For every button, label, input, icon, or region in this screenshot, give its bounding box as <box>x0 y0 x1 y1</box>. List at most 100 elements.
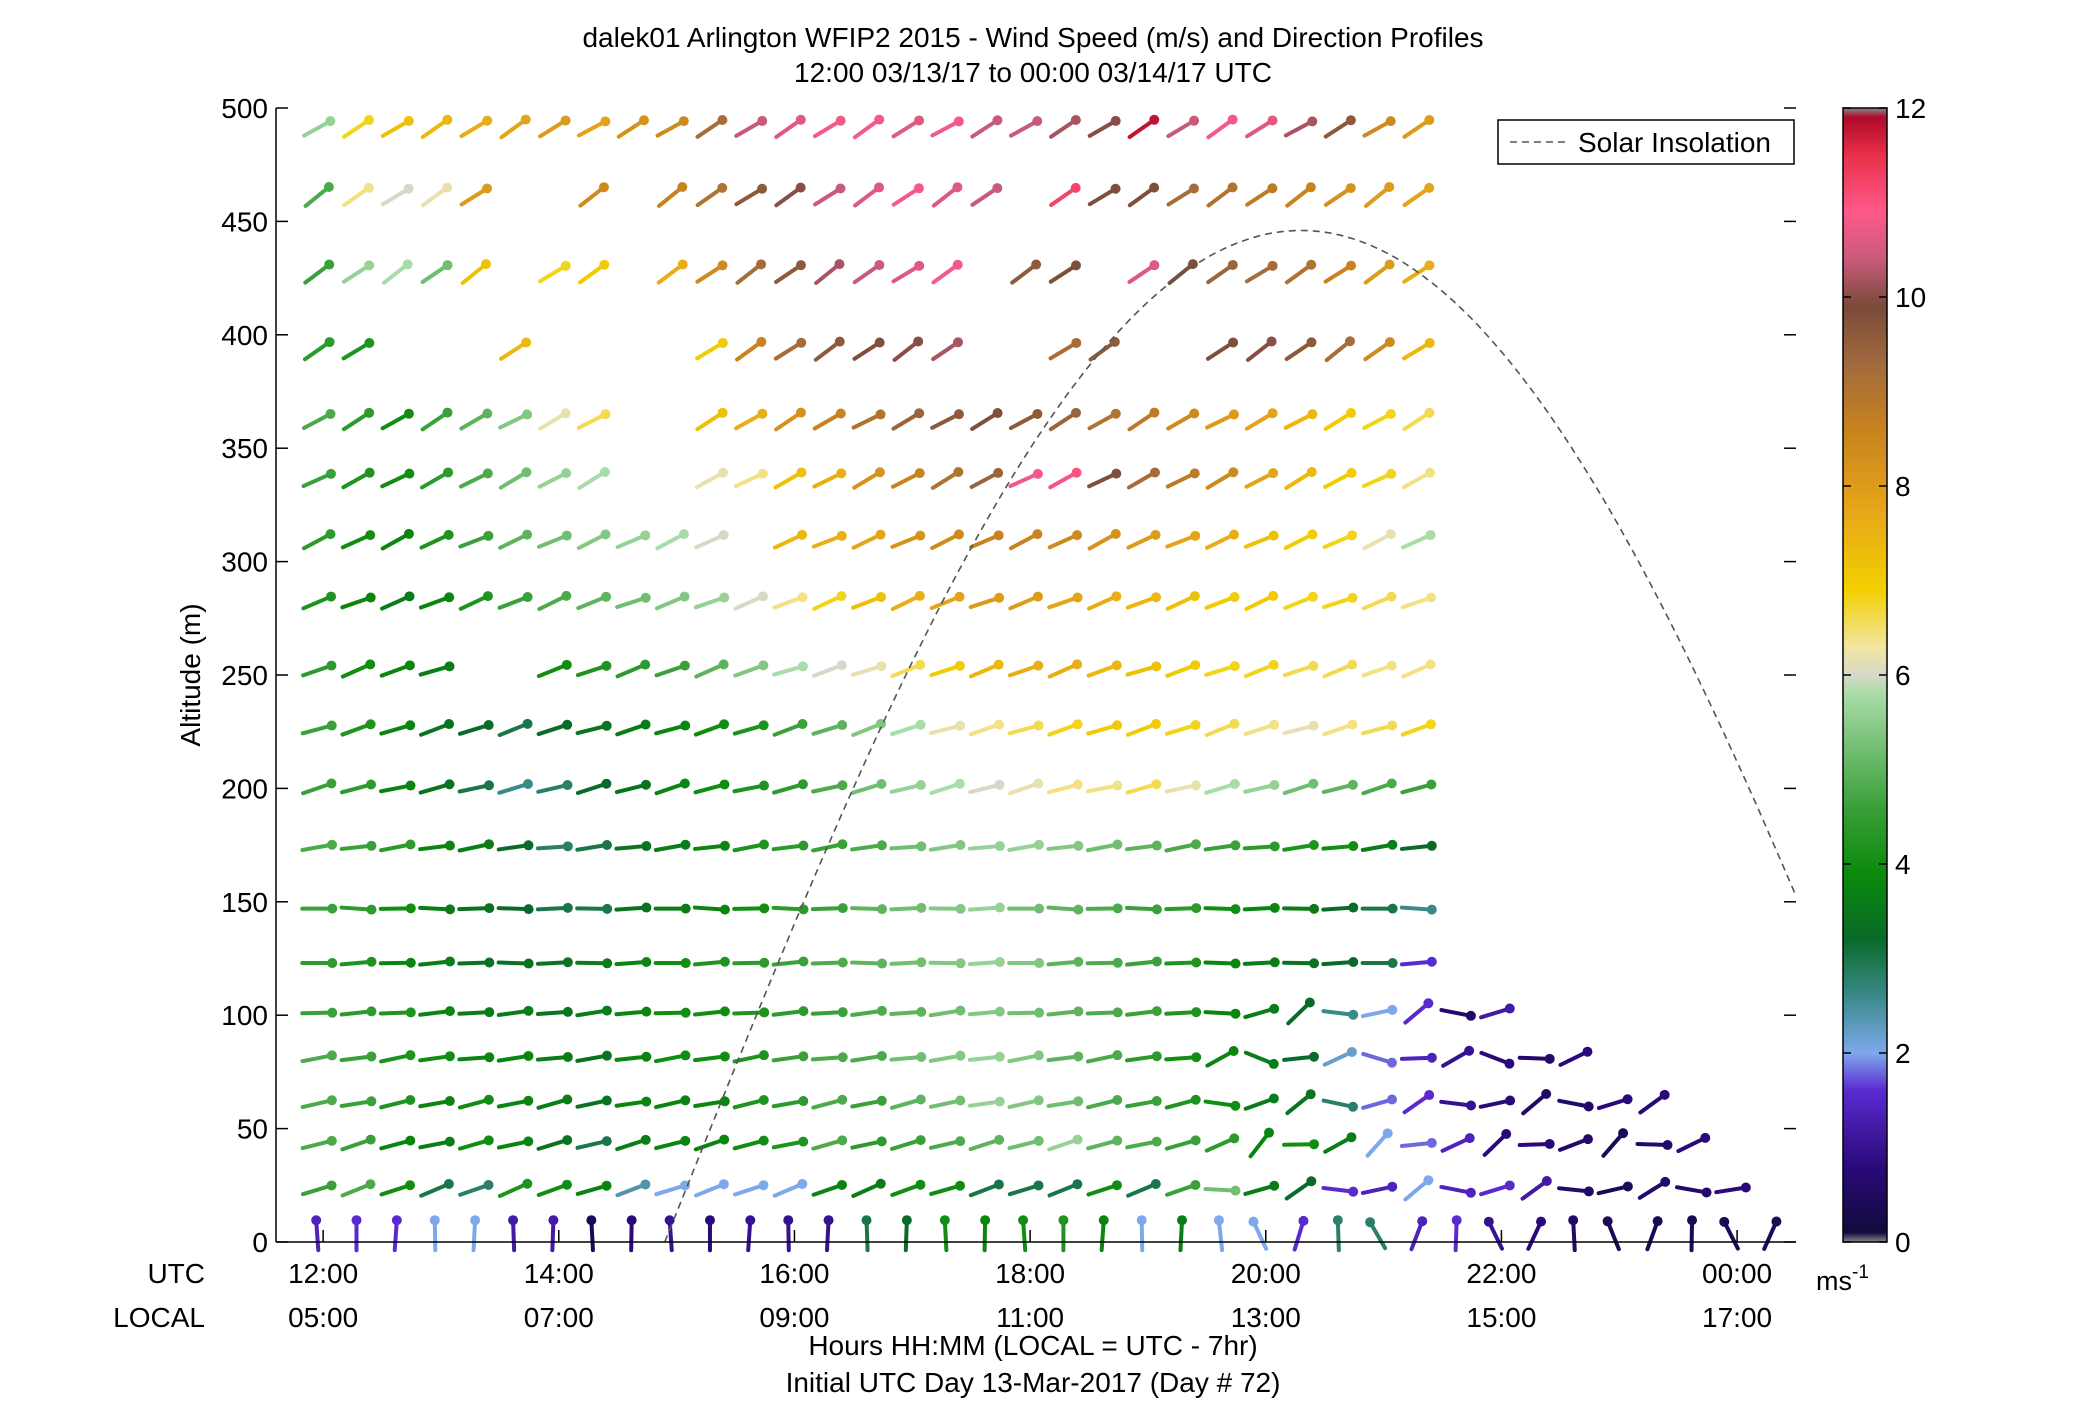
wind-barb-dot <box>366 779 377 790</box>
wind-barb-dot <box>1662 1139 1673 1150</box>
wind-barb <box>656 259 688 285</box>
wind-barb <box>1557 1098 1594 1112</box>
wind-barb <box>1360 1004 1398 1019</box>
wind-barb <box>772 1178 808 1198</box>
wind-barb-stick <box>380 411 411 431</box>
wind-barb <box>1323 260 1357 284</box>
wind-barb-dot <box>326 660 337 671</box>
wind-barb-dot <box>1112 903 1123 914</box>
wind-barb-dot <box>993 467 1004 478</box>
wind-barb-stick <box>735 339 764 362</box>
wind-barb-dot <box>1111 1180 1122 1191</box>
wind-barb <box>967 841 1005 852</box>
wind-barb-dot <box>876 661 887 672</box>
wind-barb-dot <box>993 1179 1004 1190</box>
wind-barb <box>771 1136 809 1150</box>
wind-barb-stick <box>695 185 725 208</box>
wind-barb-dot <box>364 260 375 271</box>
x-tick-label-utc: 22:00 <box>1466 1258 1536 1289</box>
wind-barb-stick <box>341 470 372 490</box>
wind-barb-stick <box>1164 783 1198 794</box>
y-tick-label: 400 <box>221 320 268 351</box>
wind-barb <box>1362 408 1396 431</box>
wind-barb <box>575 1050 612 1063</box>
wind-barb-dot <box>1227 259 1238 270</box>
wind-barb-dot <box>520 114 531 125</box>
wind-barb-dot <box>1387 839 1398 850</box>
wind-barb-dot <box>1308 720 1319 731</box>
wind-barb-dot <box>1426 779 1437 790</box>
wind-barb-dot <box>1466 1100 1477 1111</box>
wind-barb-stick <box>496 843 531 852</box>
wind-barb <box>1165 591 1200 611</box>
wind-barb <box>1085 780 1123 794</box>
wind-barb-stick <box>616 118 647 139</box>
wind-barb-dot <box>601 1005 612 1016</box>
wind-barb-stick <box>1323 470 1354 489</box>
wind-barb-dot <box>1229 1133 1240 1144</box>
wind-barb <box>458 530 494 549</box>
wind-barb-dot <box>1269 957 1280 968</box>
wind-barb-dot <box>326 1095 337 1106</box>
wind-barb <box>499 114 531 140</box>
wind-barb-stick <box>1762 1219 1779 1251</box>
wind-barb <box>654 1180 691 1197</box>
wind-barb-stick <box>734 118 765 138</box>
wind-barb-stick <box>1360 1184 1395 1195</box>
wind-barb-dot <box>1112 720 1123 731</box>
wind-barb-dot <box>470 1215 481 1226</box>
wind-barb-stick <box>969 533 1001 550</box>
wind-barb-dot <box>365 719 376 730</box>
wind-barb-stick <box>300 1053 334 1064</box>
wind-barb <box>429 1215 440 1253</box>
wind-barb <box>810 957 848 968</box>
wind-barb <box>1086 591 1122 611</box>
wind-barb <box>1558 1046 1593 1067</box>
wind-barb-dot <box>679 778 690 789</box>
wind-barb <box>704 1215 715 1253</box>
wind-barb-stick <box>1007 842 1041 852</box>
wind-barb-dot <box>758 780 769 791</box>
wind-barb-dot <box>677 259 688 270</box>
wind-barb-stick <box>1557 1186 1591 1194</box>
wind-barb-dot <box>365 1179 376 1190</box>
wind-barb <box>889 957 927 968</box>
wind-barb-stick <box>1324 339 1352 363</box>
wind-barb-stick <box>1007 1010 1042 1016</box>
wind-barb-dot <box>758 839 769 850</box>
wind-barb-dot <box>444 661 455 672</box>
wind-barb-dot <box>1031 259 1042 270</box>
wind-barb-dot <box>678 529 689 540</box>
wind-barb <box>1245 183 1278 207</box>
wind-barb <box>1400 779 1437 795</box>
wind-barb-dot <box>953 529 964 540</box>
wind-barb-stick <box>614 1099 649 1108</box>
wind-barb-dot <box>1191 1052 1202 1063</box>
wind-barb-dot <box>1365 1217 1376 1228</box>
wind-barb-dot <box>562 719 573 730</box>
wind-barb <box>615 592 651 610</box>
x-axis-label: Hours HH:MM (LOCAL = UTC - 7hr) <box>808 1330 1257 1361</box>
wind-barb-dot <box>914 260 925 271</box>
wind-barb-dot <box>1386 1057 1397 1068</box>
wind-barb-dot <box>913 183 924 194</box>
wind-barb-dot <box>1423 1175 1434 1186</box>
wind-barb <box>418 779 455 795</box>
wind-barb-stick <box>811 663 844 678</box>
wind-barb-dot <box>1309 1139 1320 1150</box>
wind-barb-dot <box>601 840 612 851</box>
wind-barb-stick <box>1048 263 1078 284</box>
wind-barb <box>301 468 336 489</box>
wind-barb-dot <box>1149 182 1160 193</box>
wind-barb <box>1205 337 1239 361</box>
wind-barb <box>1007 1050 1044 1064</box>
wind-barb-stick <box>851 721 883 738</box>
wind-barb-dot <box>1227 182 1238 193</box>
wind-barb-stick <box>1244 263 1275 284</box>
wind-barb-stick <box>654 1098 688 1110</box>
wind-barb <box>970 183 1003 207</box>
wind-barb <box>470 1215 481 1253</box>
wind-barb-dot <box>562 1135 573 1146</box>
wind-barb-stick <box>1205 470 1236 490</box>
wind-barb-dot <box>1423 998 1434 1009</box>
